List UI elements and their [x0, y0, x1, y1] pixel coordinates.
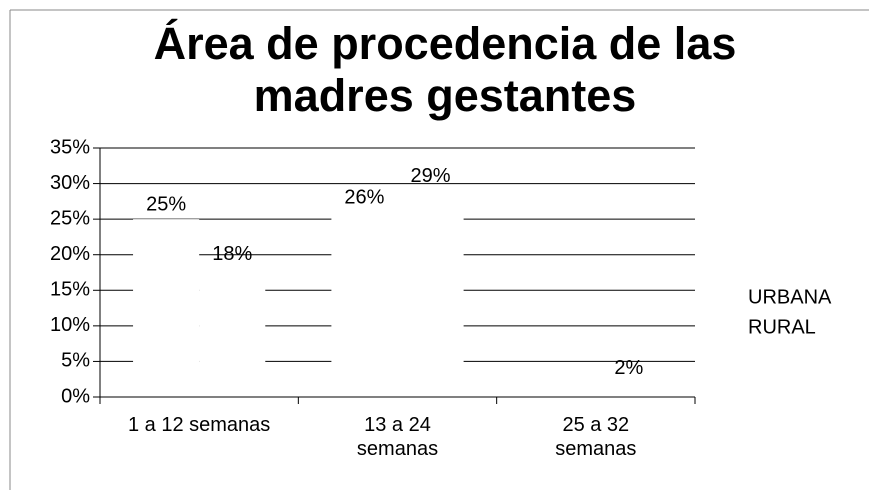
y-tick-label: 30% [50, 172, 90, 194]
chart-title: Área de procedencia de las madres gestan… [153, 18, 737, 121]
bar [199, 268, 266, 397]
data-label: 2% [614, 357, 643, 379]
bar [595, 382, 662, 397]
x-tick-label: 25 a 32 semanas [555, 414, 637, 460]
data-label: 29% [411, 165, 451, 187]
x-tick-label: 13 a 24 semanas [356, 414, 439, 460]
y-tick-label: 35% [50, 136, 90, 158]
bar [133, 219, 200, 397]
bar [331, 212, 398, 397]
y-tick-label: 10% [50, 314, 90, 336]
legend-label: URBANA [748, 286, 832, 308]
y-tick-label: 15% [50, 279, 90, 301]
x-tick-label: 1 a 12 semanas [127, 414, 271, 436]
y-tick-label: 20% [50, 243, 90, 265]
bar [397, 190, 464, 397]
legend-label: RURAL [748, 316, 816, 338]
data-label: 26% [344, 186, 384, 208]
y-tick-label: 0% [61, 385, 90, 407]
data-label: 25% [146, 193, 186, 215]
y-tick-label: 5% [61, 350, 90, 372]
data-label: 18% [212, 243, 252, 265]
y-tick-label: 25% [50, 207, 90, 229]
